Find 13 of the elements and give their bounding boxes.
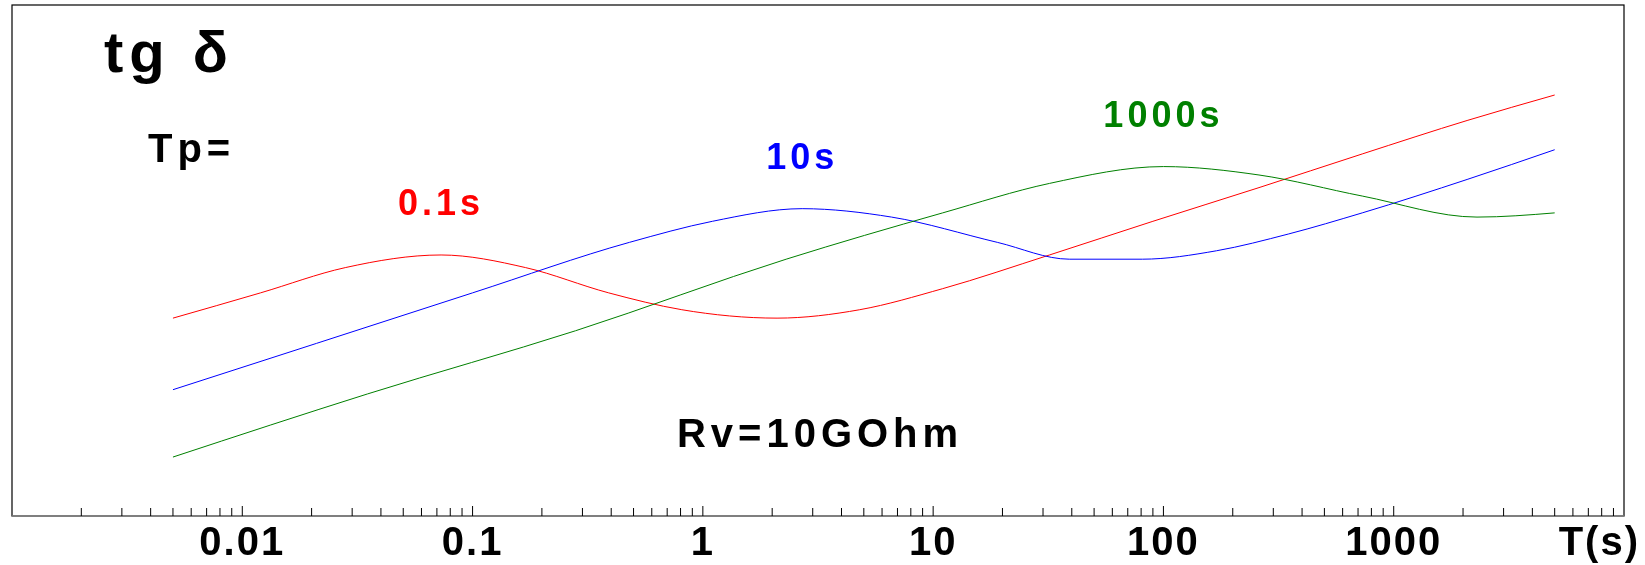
- annotation: Rv=10GOhm: [676, 411, 964, 455]
- x-tick-label: 1000: [1345, 519, 1443, 563]
- x-tick-label: 100: [1127, 519, 1200, 563]
- annotation: Tp=: [148, 126, 236, 170]
- x-tick-label: 1: [690, 519, 715, 563]
- x-tick-label: 10: [908, 519, 958, 563]
- series-label: 10s: [766, 135, 839, 177]
- chart-title: tg δ: [104, 19, 235, 84]
- x-tick-label: 0.1: [441, 519, 504, 563]
- series-label: 0.1s: [398, 181, 485, 223]
- x-axis-title: T(s): [1558, 519, 1640, 563]
- series-label: 1000s: [1103, 93, 1224, 135]
- x-tick-label: 0.01: [199, 519, 286, 563]
